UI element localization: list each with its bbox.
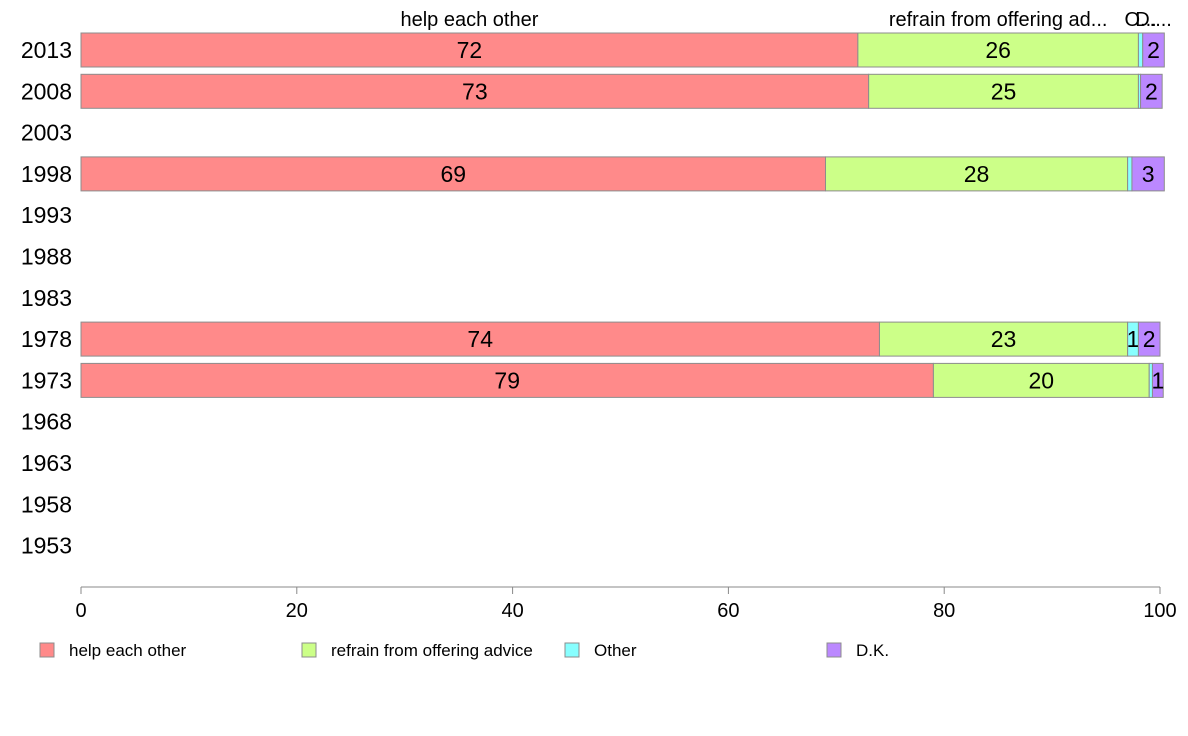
y-label-1978: 1978	[21, 326, 72, 352]
data-label-2013-1: 26	[985, 37, 1011, 63]
x-tick-label-100: 100	[1143, 600, 1176, 622]
x-axis: 0 20 40 60 80 100	[75, 586, 1177, 622]
data-label-2008-1: 25	[991, 78, 1017, 104]
data-label-2013-3: 2	[1147, 37, 1160, 63]
data-label-2008-3: 2	[1145, 78, 1158, 104]
y-label-2013: 2013	[21, 37, 72, 63]
y-label-1953: 1953	[21, 533, 72, 559]
data-label-1998-0: 69	[440, 161, 466, 187]
data-label-1978-3: 2	[1143, 326, 1156, 352]
legend-label-3: D.K.	[856, 641, 889, 660]
bar-segment-2013-1	[857, 32, 1139, 68]
top-label-1: refrain from offering ad...	[889, 9, 1108, 31]
legend-label-0: help each other	[69, 641, 187, 660]
data-label-1998-3: 3	[1142, 161, 1155, 187]
data-label-1973-1: 20	[1029, 367, 1055, 393]
legend-swatch-1	[301, 642, 317, 658]
y-label-1983: 1983	[21, 285, 72, 311]
top-series-labels: help each other refrain from offering ad.…	[400, 9, 1171, 31]
x-tick-label-20: 20	[286, 600, 308, 622]
x-tick-label-60: 60	[717, 600, 739, 622]
y-label-2003: 2003	[21, 120, 72, 146]
bar-segment-1998-1	[825, 156, 1129, 192]
y-label-1963: 1963	[21, 450, 72, 476]
bar-segment-1973-3	[1151, 362, 1164, 398]
bar-segment-2008-0	[80, 73, 870, 109]
bar-segment-1998-0	[80, 156, 827, 192]
data-label-1978-1: 23	[991, 326, 1017, 352]
x-tick-label-40: 40	[501, 600, 523, 622]
y-label-2008: 2008	[21, 78, 72, 104]
y-label-1998: 1998	[21, 161, 72, 187]
legend-swatch-3	[826, 642, 842, 658]
legend: help each other refrain from offering adv…	[39, 641, 889, 660]
bar-segment-1998-2	[1127, 156, 1133, 192]
bar-segment-2013-2	[1137, 32, 1144, 68]
top-label-3: D....	[1135, 9, 1172, 31]
bars: 72 26 273 25 269 28 374 23 1 279 20 1	[80, 32, 1165, 398]
bar-segment-1998-3	[1131, 156, 1165, 192]
bar-segment-1973-1	[932, 362, 1150, 398]
data-label-1978-2: 1	[1127, 326, 1140, 352]
bar-segment-2008-1	[868, 73, 1139, 109]
data-label-1998-1: 28	[964, 161, 990, 187]
legend-label-1: refrain from offering advice	[331, 641, 533, 660]
legend-swatch-2	[564, 642, 580, 658]
y-label-1988: 1988	[21, 244, 72, 270]
top-label-2: O...	[1124, 9, 1156, 31]
data-label-1973-0: 79	[494, 367, 520, 393]
y-label-1993: 1993	[21, 202, 72, 228]
bar-segment-2013-3	[1142, 32, 1165, 68]
top-label-0: help each other	[400, 9, 538, 31]
data-label-2013-0: 72	[457, 37, 483, 63]
bar-segment-2008-3	[1140, 73, 1163, 109]
x-tick-label-80: 80	[933, 600, 955, 622]
y-label-1973: 1973	[21, 367, 72, 393]
data-label-1973-3: 1	[1151, 367, 1164, 393]
data-label-2008-0: 73	[462, 78, 488, 104]
y-axis-labels: 2013 2008 2003 1998 1993 1988 1983 1978 1973 1968…	[21, 37, 72, 559]
data-label-1978-0: 74	[467, 326, 493, 352]
y-label-1958: 1958	[21, 491, 72, 517]
bar-segment-1978-3	[1137, 321, 1161, 357]
bar-segment-1978-0	[80, 321, 880, 357]
y-label-1968: 1968	[21, 409, 72, 435]
bar-segment-1973-0	[80, 362, 934, 398]
legend-label-2: Other	[594, 641, 637, 660]
legend-swatch-0	[39, 642, 55, 658]
x-tick-label-0: 0	[75, 600, 86, 622]
